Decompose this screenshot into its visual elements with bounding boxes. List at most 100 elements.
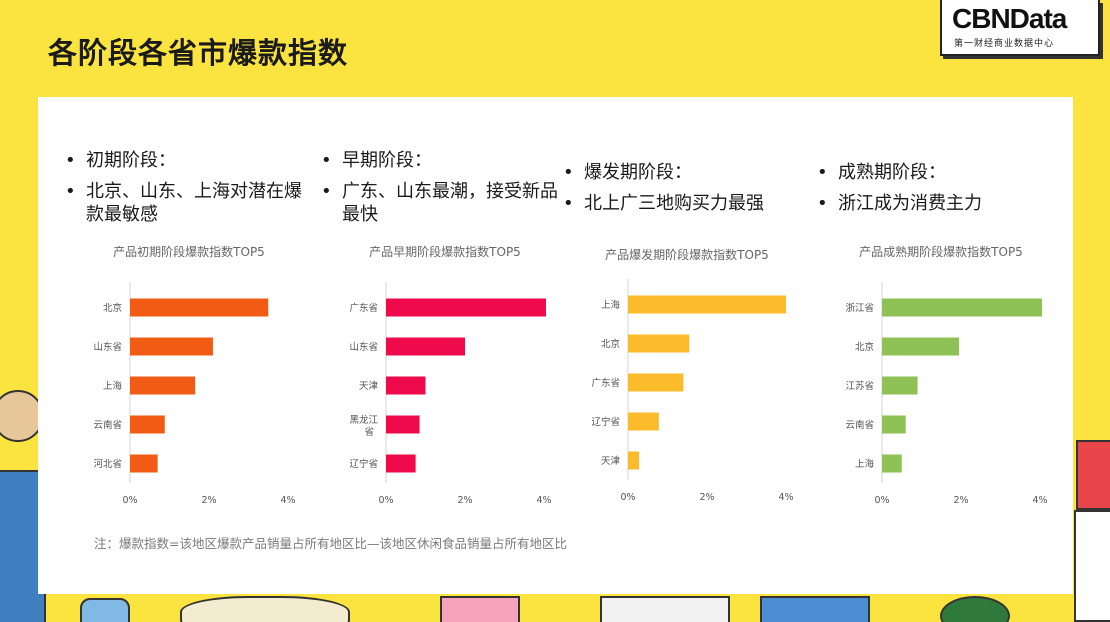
- bar: [628, 451, 640, 470]
- category-label: 上海: [855, 458, 875, 470]
- tick-label: 0%: [378, 495, 393, 506]
- bar: [130, 415, 165, 434]
- tick-label: 4%: [536, 495, 551, 506]
- stage-column-mature: • 成熟期阶段： • 浙江成为消费主力 产品成熟期阶段爆款指数TOP5 浙江省北…: [816, 97, 1066, 527]
- bullet-text: 早期阶段：: [342, 150, 432, 171]
- bullet-item: • 爆发期阶段：: [562, 161, 812, 184]
- bar: [628, 373, 684, 392]
- tick-label: 2%: [457, 495, 472, 506]
- category-label: 云南省: [93, 419, 122, 431]
- chart-title: 产品初期阶段爆款指数TOP5: [113, 245, 265, 259]
- tick-label: 4%: [778, 492, 793, 503]
- category-label: 江苏省: [845, 380, 874, 392]
- bar: [130, 337, 213, 356]
- tick-label: 2%: [201, 495, 216, 506]
- category-label: 天津: [601, 456, 621, 467]
- category-label: 上海: [103, 380, 123, 392]
- snack-decoration-right: [1072, 430, 1110, 622]
- chart-title: 产品爆发期阶段爆款指数TOP5: [605, 248, 769, 262]
- bar: [386, 376, 426, 395]
- category-label: 辽宁省: [591, 416, 620, 428]
- bullet-text: 浙江成为消费主力: [838, 193, 982, 214]
- bullet-item: • 早期阶段：: [320, 149, 570, 172]
- bar: [130, 298, 269, 317]
- logo-subtitle: 第一财经商业数据中心: [954, 39, 1055, 49]
- bullet-dot-icon: •: [563, 162, 574, 183]
- category-label: 北京: [855, 341, 874, 353]
- chart-title: 产品成熟期阶段爆款指数TOP5: [859, 245, 1023, 259]
- tick-label: 4%: [280, 495, 295, 506]
- tick-label: 4%: [1032, 495, 1047, 506]
- bullet-dot-icon: •: [321, 150, 332, 171]
- bullet-list: • 成熟期阶段： • 浙江成为消费主力: [816, 161, 1066, 223]
- bullet-list: • 早期阶段： • 广东、山东最潮，接受新品最快: [320, 149, 570, 234]
- bullet-dot-icon: •: [563, 193, 574, 214]
- bullet-text: 初期阶段：: [86, 150, 176, 171]
- bullet-dot-icon: •: [65, 181, 76, 202]
- bullet-text: 北上广三地购买力最强: [584, 193, 764, 214]
- bar: [882, 376, 918, 395]
- snack-decoration-bottom: [60, 594, 1072, 622]
- bar: [386, 337, 465, 356]
- bullet-item: • 浙江成为消费主力: [816, 192, 1066, 215]
- bar: [882, 454, 902, 473]
- bar: [882, 298, 1042, 317]
- category-label: 辽宁省: [349, 458, 378, 470]
- bullet-dot-icon: •: [65, 150, 76, 171]
- bar: [130, 454, 158, 473]
- footnote: 注：爆款指数=该地区爆款产品销量占所有地区比—该地区休闲食品销量占所有地区比: [94, 536, 567, 551]
- bullet-list: • 初期阶段： • 北京、山东、上海对潜在爆款最敏感: [64, 149, 314, 234]
- bullet-dot-icon: •: [817, 193, 828, 214]
- bullet-item: • 广东、山东最潮，接受新品最快: [320, 180, 570, 226]
- bar: [628, 334, 690, 353]
- bullet-list: • 爆发期阶段： • 北上广三地购买力最强: [562, 161, 812, 223]
- tick-label: 0%: [122, 495, 137, 506]
- category-label: 浙江省: [845, 302, 874, 314]
- bullet-item: • 成熟期阶段：: [816, 161, 1066, 184]
- category-label: 黑龙江省: [349, 414, 378, 438]
- category-label: 河北省: [93, 458, 122, 470]
- bullet-item: • 初期阶段：: [64, 149, 314, 172]
- bullet-dot-icon: •: [817, 162, 828, 183]
- page-title: 各阶段各省市爆款指数: [48, 36, 349, 70]
- tick-label: 0%: [874, 495, 889, 506]
- category-label: 山东省: [349, 341, 378, 353]
- bullet-text: 北京、山东、上海对潜在爆款最敏感: [86, 181, 302, 225]
- category-label: 天津: [359, 381, 379, 392]
- tick-label: 0%: [620, 492, 635, 503]
- bar: [386, 298, 546, 317]
- content-panel: • 初期阶段： • 北京、山东、上海对潜在爆款最敏感 产品初期阶段爆款指数TOP…: [38, 97, 1073, 594]
- category-label: 广东省: [349, 302, 378, 314]
- bullet-text: 爆发期阶段：: [584, 162, 692, 183]
- bullet-item: • 北京、山东、上海对潜在爆款最敏感: [64, 180, 314, 226]
- logo-wordmark: CBNData: [952, 3, 1067, 34]
- bar: [386, 454, 416, 473]
- category-label: 上海: [601, 299, 621, 311]
- bar: [628, 412, 659, 431]
- category-label: 北京: [103, 302, 122, 314]
- bar: [628, 295, 786, 314]
- tick-label: 2%: [953, 495, 968, 506]
- stage-column-initial: • 初期阶段： • 北京、山东、上海对潜在爆款最敏感 产品初期阶段爆款指数TOP…: [64, 97, 314, 527]
- category-label: 云南省: [845, 419, 874, 431]
- bar: [882, 337, 960, 356]
- category-label: 北京: [601, 338, 620, 350]
- category-label: 山东省: [93, 341, 122, 353]
- bullet-item: • 北上广三地购买力最强: [562, 192, 812, 215]
- bullet-text: 成熟期阶段：: [838, 162, 946, 183]
- bullet-text: 广东、山东最潮，接受新品最快: [342, 181, 558, 225]
- stage-column-early: • 早期阶段： • 广东、山东最潮，接受新品最快 产品早期阶段爆款指数TOP5 …: [320, 97, 570, 527]
- bar: [130, 376, 196, 395]
- cbndata-logo: CBNData 第一财经商业数据中心: [940, 0, 1100, 56]
- chart-title: 产品早期阶段爆款指数TOP5: [369, 245, 521, 259]
- bar: [882, 415, 906, 434]
- bar: [386, 415, 420, 434]
- category-label: 广东省: [591, 377, 620, 389]
- tick-label: 2%: [699, 492, 714, 503]
- bullet-dot-icon: •: [321, 181, 332, 202]
- stage-column-burst: • 爆发期阶段： • 北上广三地购买力最强 产品爆发期阶段爆款指数TOP5 上海…: [562, 97, 812, 527]
